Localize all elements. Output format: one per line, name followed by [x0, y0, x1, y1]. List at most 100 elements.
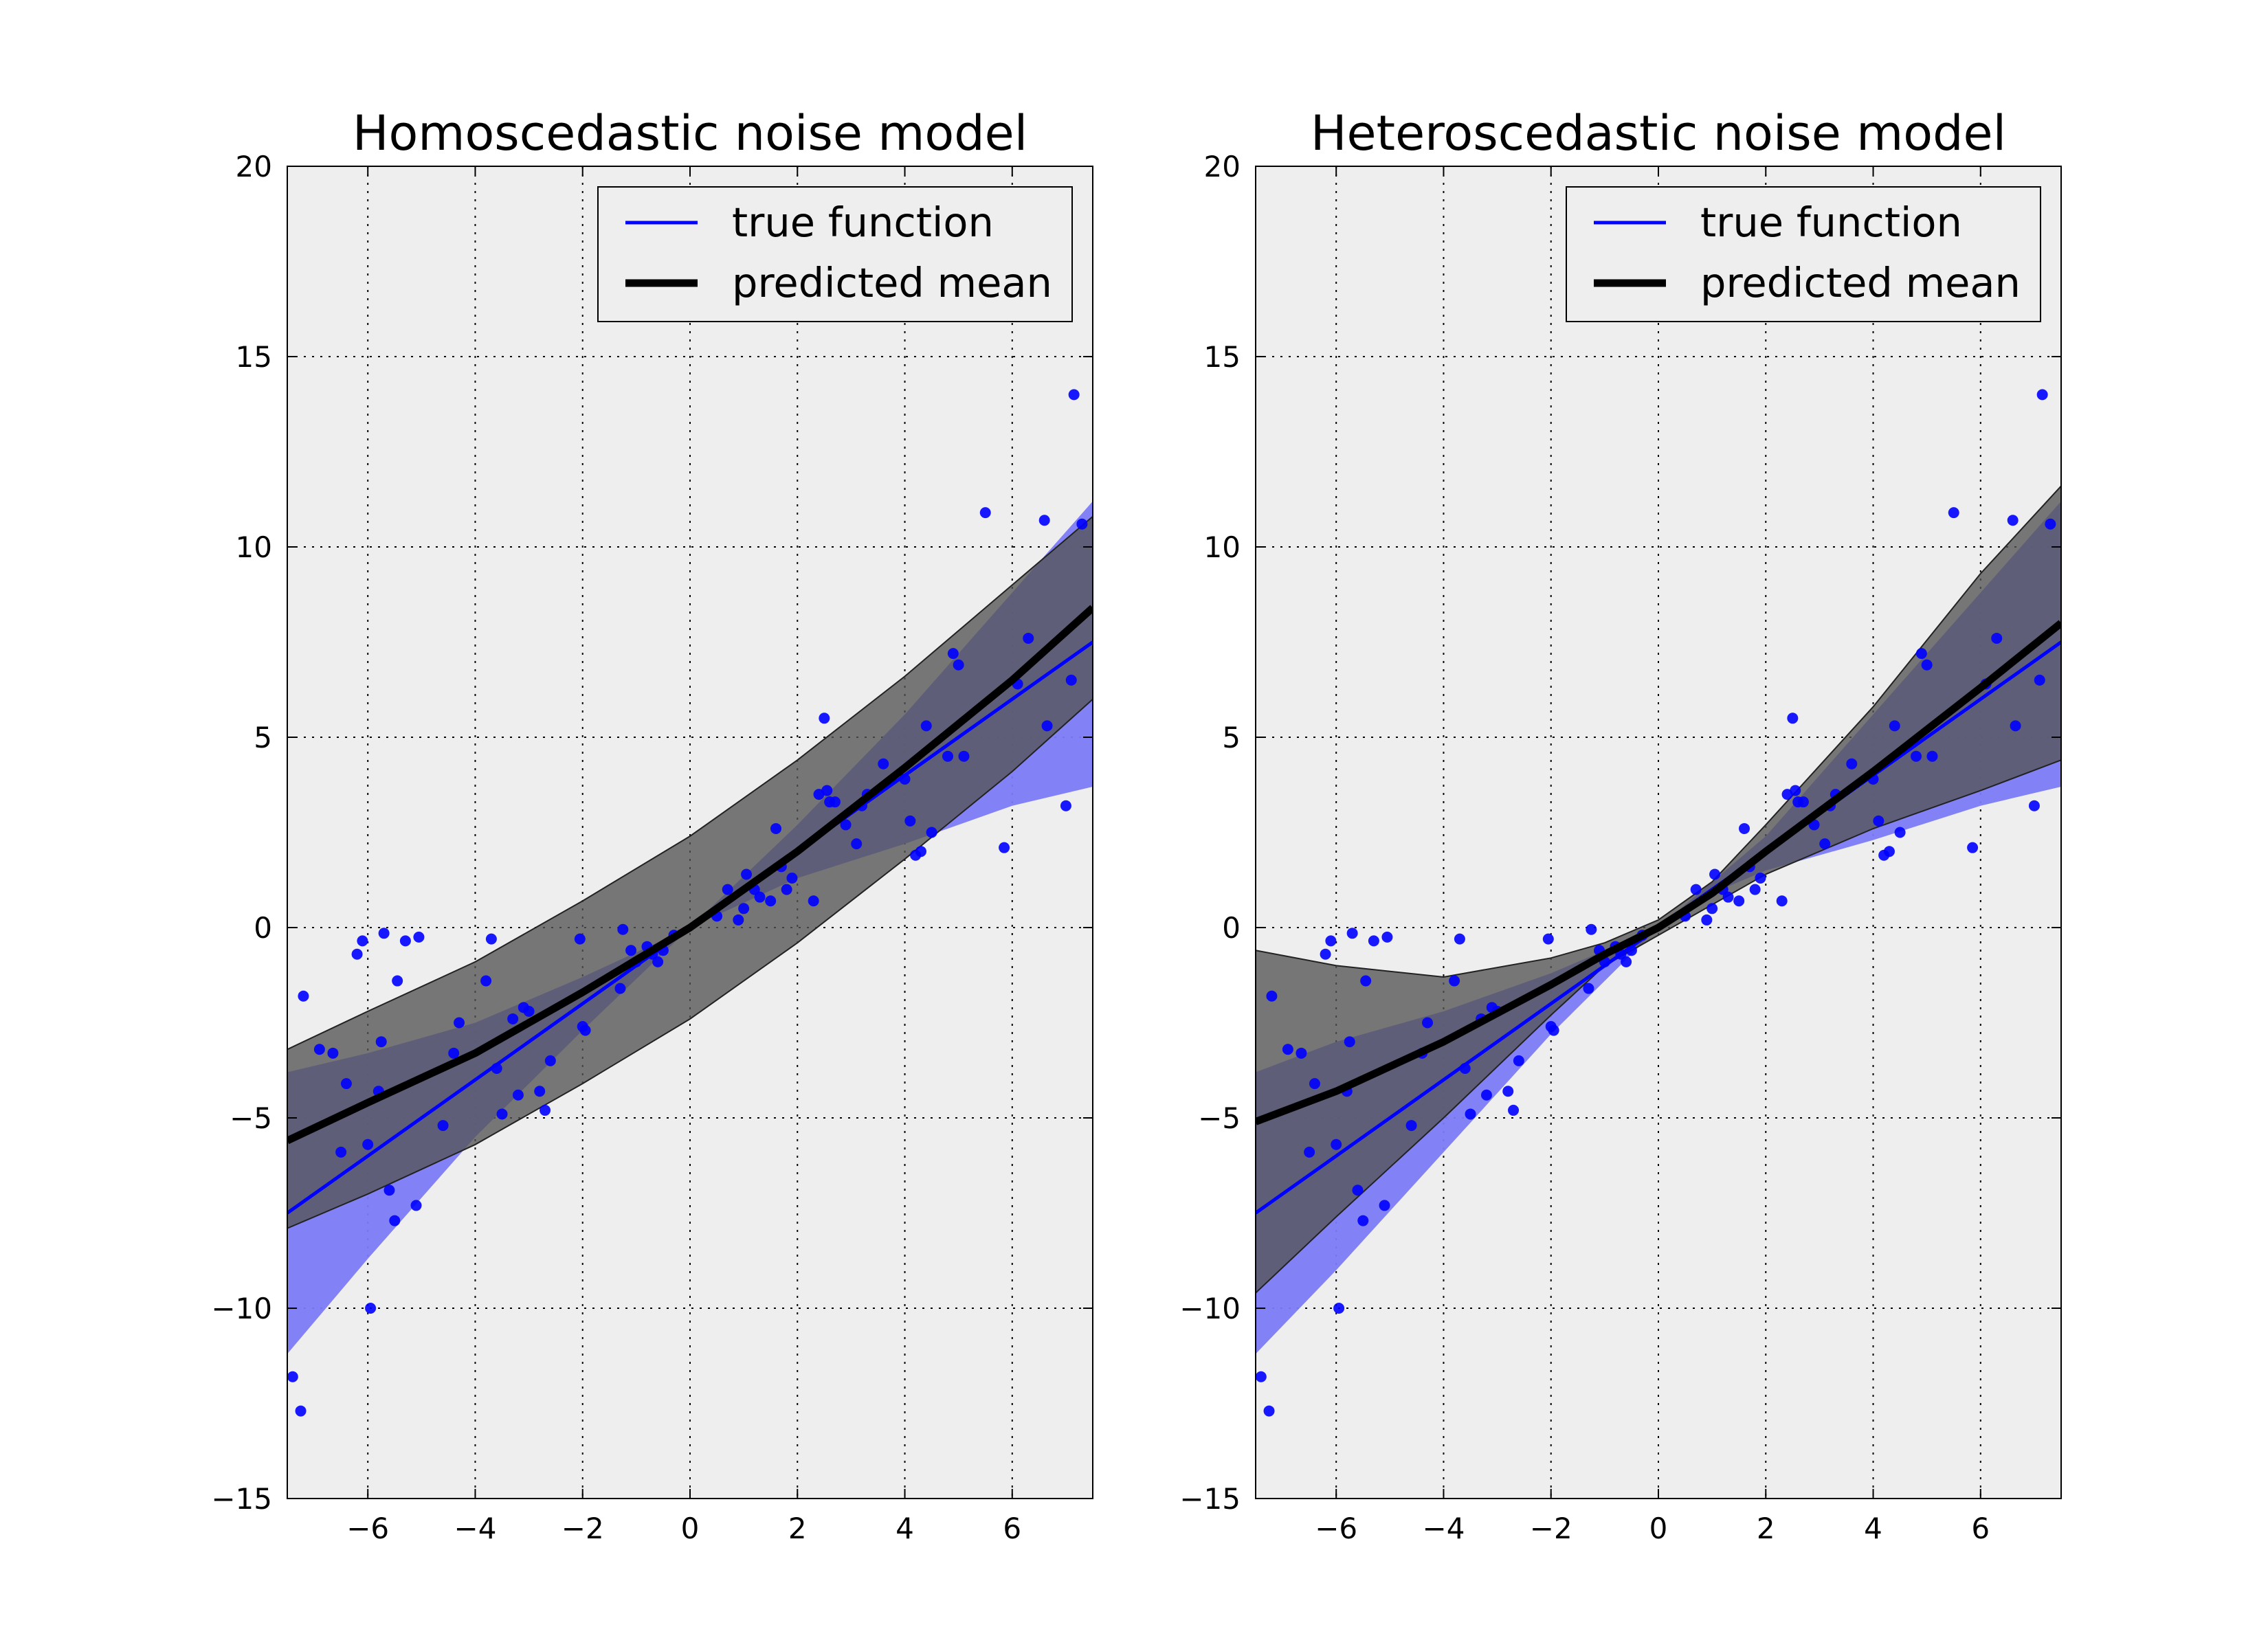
- scatter-point: [448, 1047, 460, 1059]
- scatter-point: [781, 884, 792, 895]
- plot-area: [287, 389, 1093, 1417]
- scatter-point: [2045, 518, 2056, 530]
- scatter-point: [754, 891, 766, 903]
- axes-background: [287, 166, 1093, 1499]
- scatter-point: [1480, 1089, 1492, 1101]
- x-tick-label: −6: [1315, 1512, 1357, 1545]
- scatter-point: [1621, 956, 1632, 967]
- x-tick-label: −4: [1423, 1512, 1465, 1545]
- scatter-point: [1076, 518, 1088, 530]
- x-tick-label: 0: [1649, 1512, 1668, 1545]
- scatter-point: [1542, 933, 1554, 945]
- scatter-point: [786, 872, 798, 884]
- x-tick-label: 2: [788, 1512, 807, 1545]
- x-tick-label: 2: [1757, 1512, 1775, 1545]
- scatter-point: [819, 713, 830, 724]
- scatter-point: [942, 750, 954, 762]
- scatter-point: [375, 1036, 387, 1048]
- scatter-point: [351, 948, 363, 960]
- scatter-point: [722, 884, 733, 895]
- scatter-points: [287, 389, 1088, 1417]
- y-tick-label: 5: [1222, 721, 1241, 754]
- scatter-point: [1739, 822, 1750, 834]
- x-tick-label: 4: [1864, 1512, 1882, 1545]
- y-tick-label: 15: [236, 340, 272, 374]
- panel-1: −6 −4 −2 0 2 4 6 −15 −10 −5 0 5 10 15 20 Homoscedastic …: [211, 105, 1093, 1545]
- y-tick-label: 20: [236, 150, 272, 183]
- axes-background: [1256, 166, 2061, 1499]
- scatter-point: [340, 1078, 352, 1090]
- scatter-point: [1926, 750, 1938, 762]
- scatter-point: [1357, 1215, 1369, 1226]
- scatter-point: [378, 928, 390, 939]
- scatter-point: [1263, 1405, 1275, 1417]
- scatter-point: [1911, 750, 1922, 762]
- y-tick-label: 10: [1204, 530, 1241, 564]
- scatter-point: [574, 933, 586, 945]
- legend-label: true function: [732, 199, 994, 246]
- scatter-point: [1325, 935, 1337, 947]
- scatter-point: [1755, 872, 1766, 884]
- scatter-point: [652, 956, 664, 967]
- scatter-point: [1344, 1036, 1355, 1048]
- scatter-point: [1266, 990, 1278, 1002]
- scatter-point: [1368, 935, 1379, 947]
- scatter-point: [410, 1200, 422, 1211]
- scatter-point: [999, 842, 1010, 853]
- scatter-point: [1352, 1185, 1364, 1196]
- scatter-point: [1282, 1044, 1293, 1055]
- scatter-point: [829, 796, 841, 808]
- scatter-point: [1722, 891, 1734, 903]
- scatter-point: [738, 903, 750, 915]
- scatter-point: [1346, 928, 1358, 939]
- scatter-point: [1894, 827, 1906, 838]
- legend: true function predicted mean: [597, 186, 1073, 322]
- scatter-point: [2036, 389, 2048, 401]
- legend: true function predicted mean: [1566, 186, 2041, 322]
- scatter-point: [1379, 1200, 1390, 1211]
- scatter-point: [383, 1185, 395, 1196]
- scatter-point: [1749, 884, 1761, 895]
- legend-label: predicted mean: [732, 259, 1052, 306]
- scatter-point: [523, 1005, 535, 1017]
- legend-box: [597, 186, 1073, 322]
- scatter-point: [1991, 632, 2003, 644]
- scatter-point: [544, 1055, 556, 1066]
- scatter-point: [2010, 720, 2021, 732]
- scatter-point: [1690, 884, 1702, 895]
- confidence-band-predicted-mean: [1256, 484, 2061, 1294]
- scatter-point: [1502, 1086, 1514, 1097]
- scatter-point: [1309, 1078, 1320, 1090]
- scatter-point: [1333, 1303, 1345, 1314]
- scatter-point: [1709, 868, 1721, 880]
- scatter-point: [534, 1086, 546, 1097]
- plot-area: [1256, 389, 2061, 1417]
- y-tick-label: −10: [1179, 1292, 1241, 1325]
- scatter-point: [741, 868, 753, 880]
- scatter-point: [1790, 785, 1801, 796]
- ticks: −6 −4 −2 0 2 4 6 −15 −10 −5 0 5 10 15 20: [1179, 150, 2061, 1545]
- scatter-point: [953, 659, 964, 671]
- x-tick-label: 0: [681, 1512, 700, 1545]
- scatter-point: [920, 720, 932, 732]
- scatter-point: [512, 1089, 524, 1101]
- scatter-point: [1889, 720, 1900, 732]
- y-tick-label: 10: [236, 530, 272, 564]
- x-tick-label: 6: [1003, 1512, 1021, 1545]
- scatter-point: [947, 648, 959, 660]
- legend-box: [1566, 186, 2041, 322]
- scatter-point: [1038, 515, 1050, 526]
- scatter-point: [507, 1013, 519, 1024]
- y-tick-label: −15: [1179, 1482, 1241, 1516]
- scatter-point: [614, 983, 626, 994]
- scatter-point: [733, 914, 744, 926]
- chart-title: Homoscedastic noise model: [353, 105, 1027, 161]
- scatter-point: [840, 819, 852, 831]
- scatter-point: [1883, 846, 1895, 857]
- x-tick-label: −6: [346, 1512, 389, 1545]
- scatter-point: [1422, 1017, 1434, 1029]
- scatter-point: [808, 895, 819, 907]
- scatter-point: [904, 815, 916, 827]
- scatter-point: [1787, 713, 1799, 724]
